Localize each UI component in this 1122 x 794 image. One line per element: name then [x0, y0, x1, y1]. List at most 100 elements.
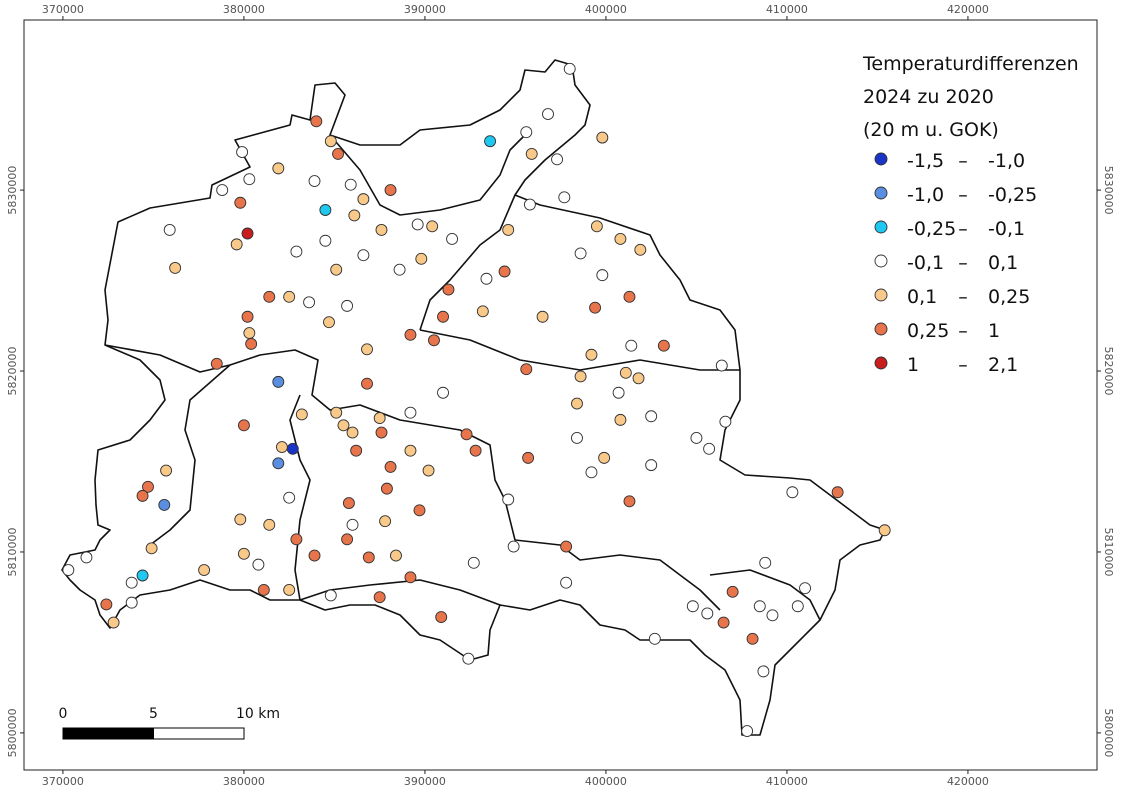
legend-separator: – [958, 184, 968, 206]
measurement-point [319, 204, 332, 216]
measurement-point [142, 480, 154, 493]
measurement-point [786, 486, 799, 499]
measurement-point [623, 290, 636, 303]
legend-separator: – [958, 150, 968, 172]
measurement-point [507, 540, 520, 553]
legend-separator: – [958, 320, 968, 342]
measurement-point [362, 551, 375, 564]
legend-swatch [874, 322, 888, 336]
measurement-point [252, 558, 265, 571]
measurement-point [380, 482, 393, 495]
legend-swatch [874, 356, 888, 370]
legend-max: 2,1 [988, 354, 1018, 376]
legend-max: 1 [988, 320, 1000, 342]
legend-title: (20 m u. GOK) [863, 119, 999, 141]
y-tick-label: 5800000 [1102, 708, 1115, 757]
legend-swatch [874, 288, 888, 302]
measurement-point [346, 518, 359, 531]
measurement-point [413, 504, 426, 517]
x-tick-label: 400000 [585, 775, 627, 788]
measurement-point [467, 556, 480, 569]
measurement-point [323, 316, 335, 329]
measurement-point [272, 457, 285, 470]
measurement-point [272, 162, 285, 175]
measurement-point [717, 616, 730, 629]
measurement-point [283, 491, 296, 504]
legend-min: -1,5 [907, 150, 944, 172]
measurement-point [460, 428, 473, 441]
measurement-point [332, 147, 344, 160]
measurement-point [690, 432, 703, 444]
legend-separator: – [958, 218, 968, 240]
measurement-point [645, 459, 658, 472]
measurement-point [551, 153, 564, 166]
legend-max: -0,25 [988, 184, 1037, 206]
measurement-point [614, 413, 627, 426]
measurement-point [574, 247, 587, 260]
measurement-point [308, 175, 321, 187]
district-line [419, 194, 516, 331]
measurement-point [290, 245, 303, 258]
measurement-point [571, 432, 583, 444]
measurement-point [446, 232, 459, 245]
measurement-point [560, 540, 573, 553]
legend-min: -0,1 [907, 252, 944, 274]
measurement-point [502, 223, 515, 236]
legend-separator: – [958, 354, 968, 376]
measurement-point [210, 357, 223, 370]
measurement-point [361, 343, 373, 356]
measurement-point [422, 464, 435, 477]
measurement-point [62, 564, 75, 577]
x-tick-label: 380000 [223, 775, 265, 788]
measurement-point [283, 290, 296, 303]
measurement-point [275, 441, 288, 453]
measurement-point [523, 198, 536, 211]
district-line [709, 569, 821, 621]
measurement-point [357, 193, 370, 206]
x-tick-label: 370000 [42, 3, 84, 16]
measurement-point [346, 426, 359, 439]
measurement-point [295, 408, 308, 421]
measurement-point [272, 375, 285, 388]
measurement-point [80, 551, 93, 564]
measurement-point [330, 263, 343, 276]
measurement-point [411, 218, 424, 231]
measurement-point [404, 406, 417, 419]
measurement-point [560, 576, 573, 589]
measurement-point [373, 412, 386, 425]
measurement-point [520, 126, 533, 139]
measurement-point [243, 173, 256, 186]
x-tick-label: 410000 [766, 3, 808, 16]
district-line [419, 329, 740, 371]
measurement-point [484, 135, 497, 148]
measurement-point [216, 184, 229, 197]
measurement-point [348, 209, 361, 222]
legend-title: Temperaturdifferenzen [862, 53, 1079, 75]
measurement-point [234, 196, 247, 209]
map-frame [23, 19, 1098, 771]
measurement-point [125, 596, 138, 609]
measurement-point [310, 115, 323, 128]
y-tick-label: 5820000 [1102, 347, 1115, 396]
measurement-point [283, 584, 296, 596]
measurement-point [686, 600, 699, 613]
measurement-point [522, 451, 535, 464]
measurement-point [198, 564, 211, 577]
measurement-point [236, 146, 249, 159]
measurement-point [585, 466, 598, 479]
district-line [299, 579, 501, 606]
measurement-point [237, 419, 250, 432]
y-tick-label: 5810000 [1102, 527, 1115, 576]
measurement-point [574, 370, 587, 383]
legend-max: 0,1 [988, 252, 1018, 274]
measurement-point [831, 486, 844, 499]
legend-max: -1,0 [988, 150, 1025, 172]
legend-separator: – [958, 286, 968, 308]
measurement-point [357, 249, 370, 262]
measurement-point [645, 410, 658, 423]
measurement-point [384, 184, 397, 197]
x-tick-label: 420000 [947, 3, 989, 16]
measurement-point [263, 290, 276, 303]
measurement-point [520, 363, 533, 376]
legend-swatch [874, 152, 888, 166]
